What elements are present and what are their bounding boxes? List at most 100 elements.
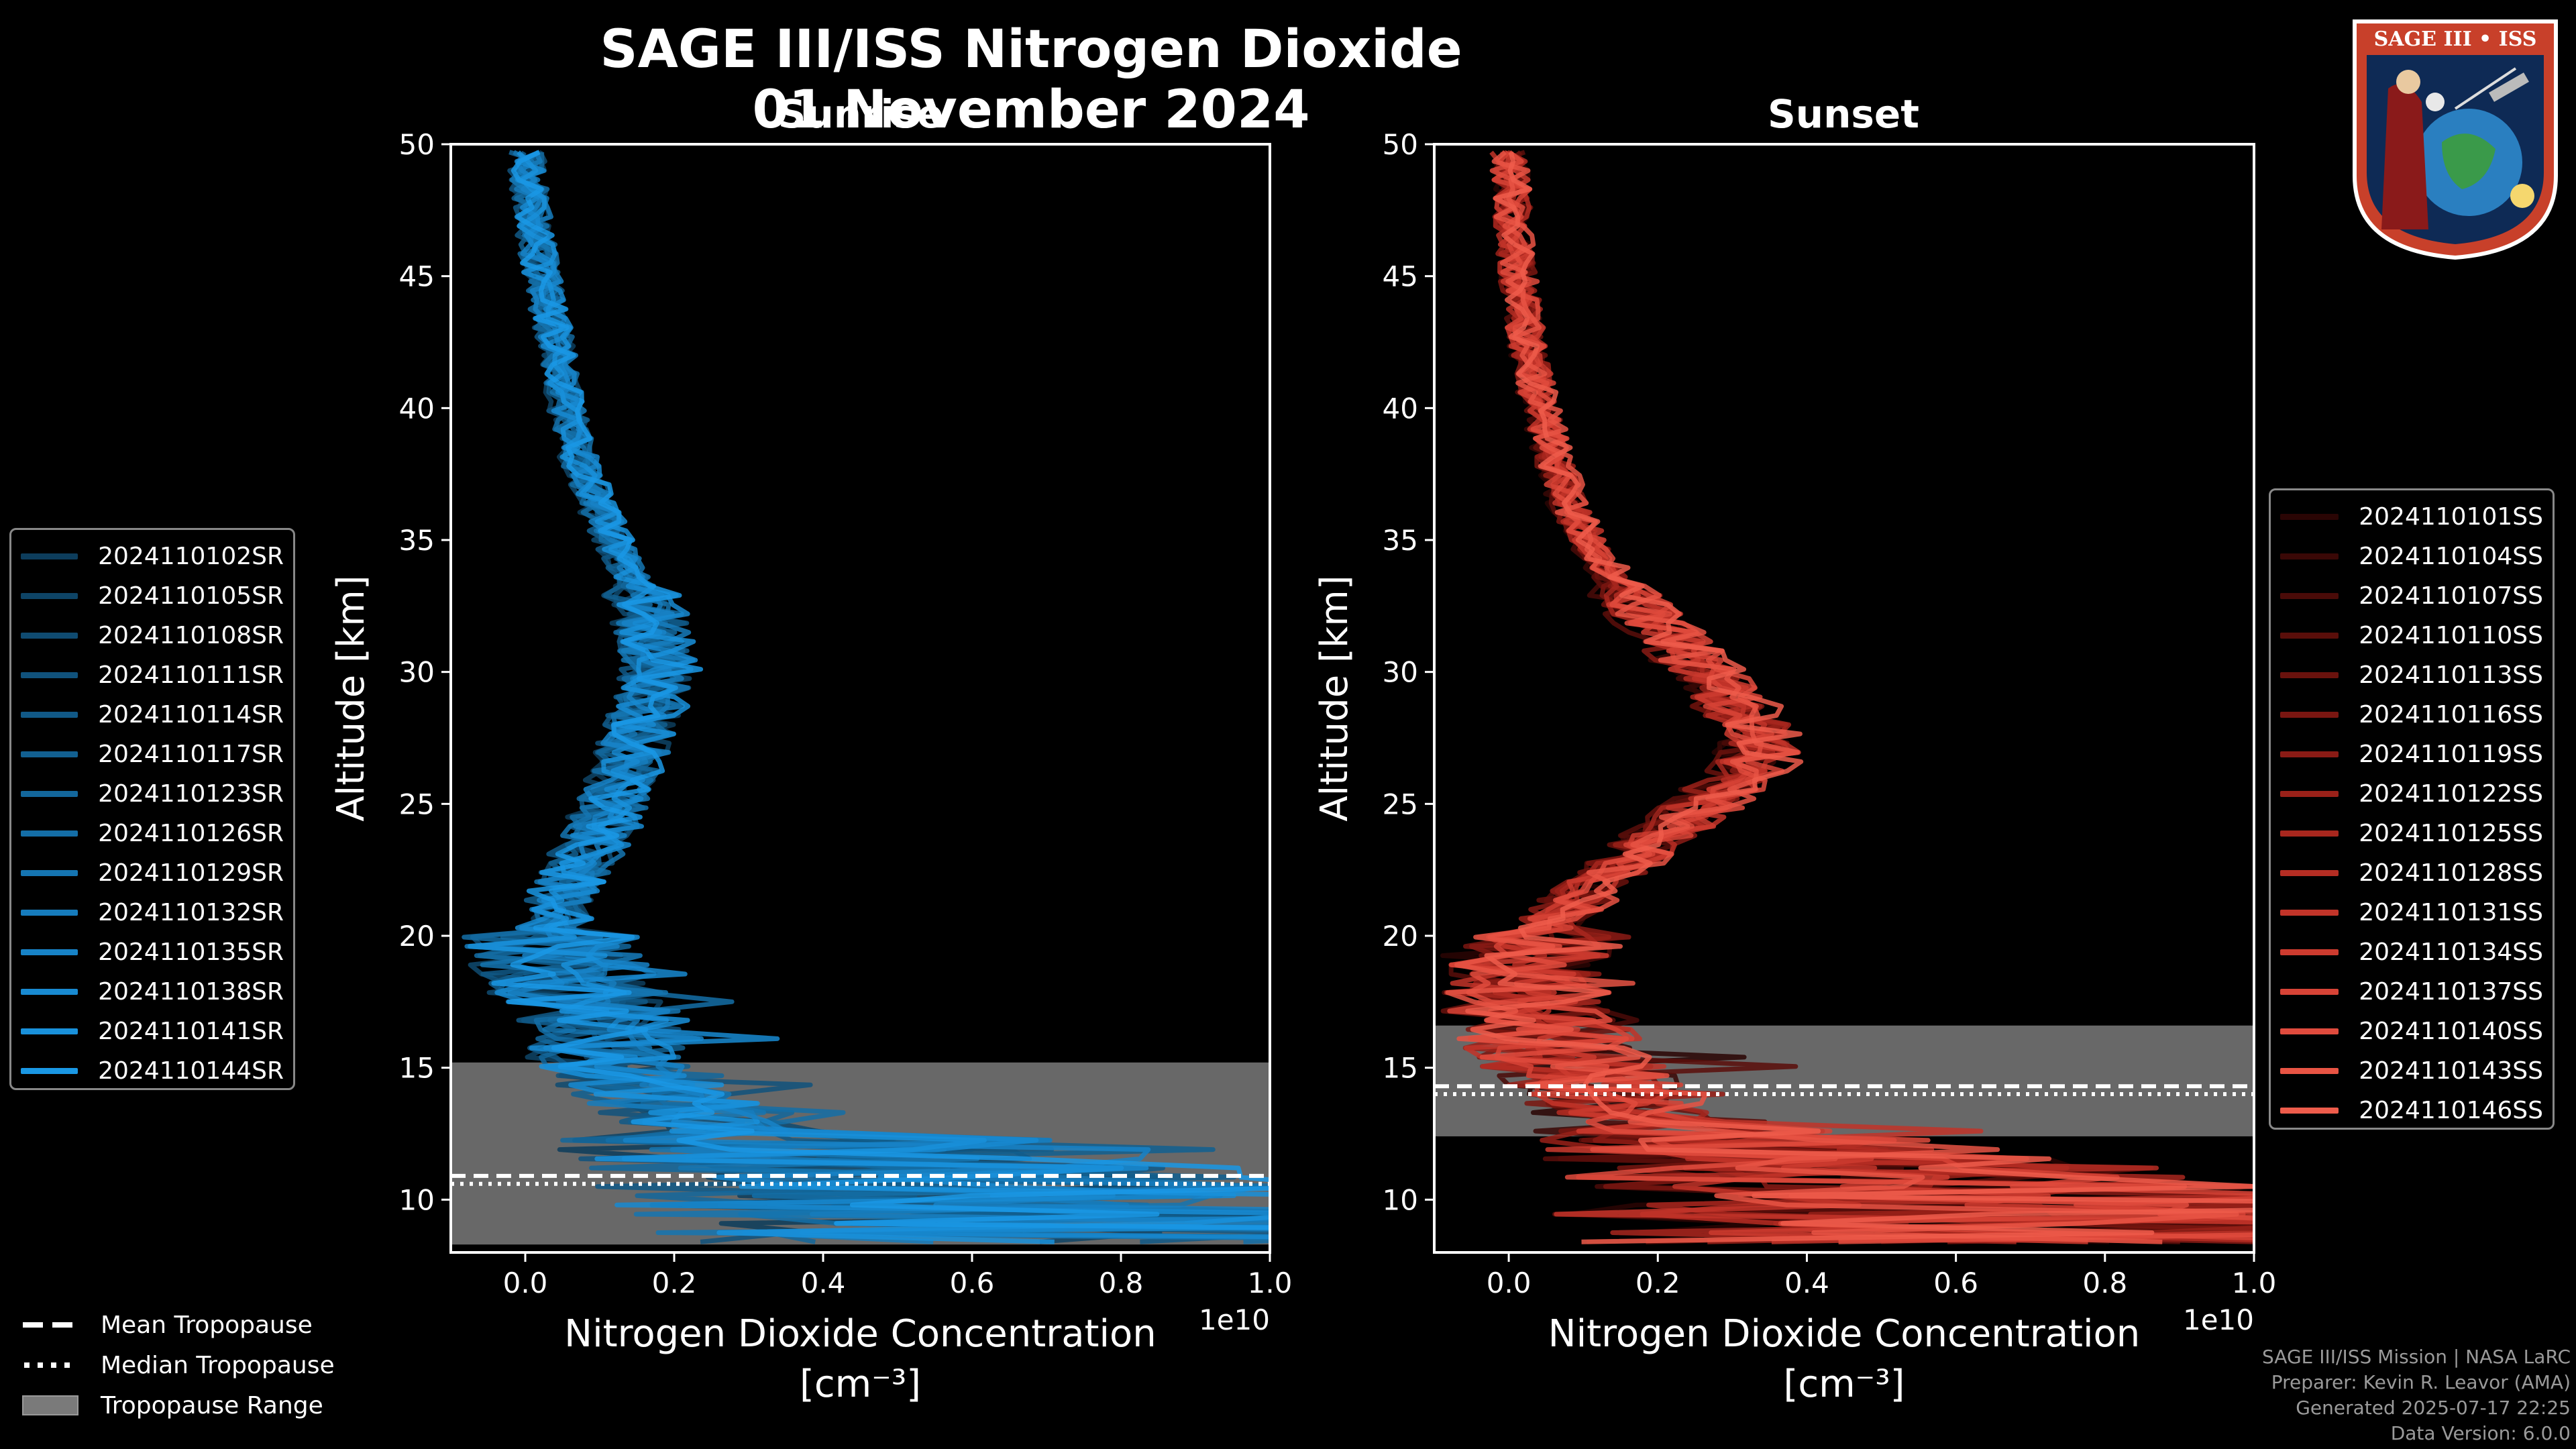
legend-label: 2024110114SR [98,701,284,729]
y-tick-label: 30 [399,656,435,689]
dashed-line-icon [23,1322,78,1328]
legend-entry-2024110116SS: 2024110116SS [2280,695,2543,735]
x-tick-label: 0.0 [503,1267,548,1299]
legend-label: 2024110128SS [2359,859,2543,887]
footer-preparer: Preparer: Kevin R. Leavor (AMA) [2271,1371,2571,1393]
legend-entry-2024110111SR: 2024110111SR [21,655,284,695]
legend-swatch [2280,633,2339,639]
figure-title: SAGE III/ISS Nitrogen Dioxide [600,19,1462,80]
panel-title: Sunset [1768,91,1919,137]
legend-entry-2024110131SS: 2024110131SS [2280,893,2543,932]
legend-entry-2024110102SR: 2024110102SR [21,537,284,576]
legend-swatch [21,949,78,955]
y-tick-label: 20 [1383,920,1418,953]
key-median-tropopause: Median Tropopause [20,1345,335,1385]
legend-label: 2024110138SR [98,978,284,1006]
legend-label: 2024110113SS [2359,661,2543,689]
legend-label: 2024110111SR [98,661,284,689]
key-label: Mean Tropopause [101,1311,313,1339]
y-tick-label: 45 [1383,260,1418,293]
x-axis-unit: [cm⁻³] [1783,1362,1904,1406]
profile-lines [462,150,1270,1244]
series-line-2024110123SR [500,152,1270,1244]
legend-entry-2024110114SR: 2024110114SR [21,695,284,735]
x-axis-label: Nitrogen Dioxide Concentration [564,1312,1157,1356]
x-tick-label: 1.0 [1248,1267,1293,1299]
legend-entry-2024110137SS: 2024110137SS [2280,972,2543,1012]
legend-label: 2024110146SS [2359,1097,2543,1124]
legend-swatch [2280,553,2339,559]
legend-entry-2024110108SR: 2024110108SR [21,616,284,655]
legend-entry-2024110140SS: 2024110140SS [2280,1012,2543,1051]
legend-swatch [2280,1068,2339,1074]
legend-entry-2024110113SS: 2024110113SS [2280,655,2543,695]
legend-label: 2024110104SS [2359,543,2543,570]
legend-swatch [21,672,78,678]
x-scale-offset-label: 1e10 [1199,1303,1270,1336]
x-scale-offset-label: 1e10 [2183,1303,2254,1336]
key-label: Median Tropopause [101,1351,335,1379]
y-tick-label: 35 [399,524,435,557]
x-tick-label: 0.4 [1784,1267,1829,1299]
y-axis-label: Altitude [km] [1313,575,1356,821]
sunrise-panel: 10 15 20 25 30 35 40 45 50 0.0 0.2 0.4 0.6 0.8 1.0 Sunr… [329,91,1293,1406]
legend-entry-2024110129SR: 2024110129SR [21,853,284,893]
legend-label: 2024110141SR [98,1018,284,1045]
footer: SAGE III/ISS Mission | NASA LaRC Prepare… [2262,1344,2571,1446]
legend-label: 2024110110SS [2359,622,2543,649]
legend-swatch [2280,910,2339,916]
legend-swatch [2280,1108,2339,1114]
y-tick-label: 15 [399,1052,435,1085]
legend-label: 2024110134SS [2359,938,2543,966]
legend-entry-2024110123SR: 2024110123SR [21,774,284,814]
series-line-2024110146SS [1465,151,2254,1244]
legend-label: 2024110144SR [98,1057,284,1085]
y-tick-label: 40 [399,392,435,425]
legend-entry-2024110132SR: 2024110132SR [21,893,284,932]
legend-label: 2024110116SS [2359,701,2543,729]
x-tick-label: 0.4 [801,1267,846,1299]
legend-swatch [21,830,78,837]
legend-label: 2024110119SS [2359,741,2543,768]
legend-swatch [21,553,78,559]
legend-label: 2024110105SR [98,582,284,610]
series-line-2024110143SS [1445,150,2239,1244]
legend-entry-2024110101SS: 2024110101SS [2280,497,2543,537]
sage-iii-iss-mission-logo: SAGE III • ISS [2353,19,2558,260]
y-tick-label: 25 [399,788,435,820]
legend-label: 2024110101SS [2359,503,2543,531]
legend-label: 2024110140SS [2359,1018,2543,1045]
legend-entry-2024110122SS: 2024110122SS [2280,774,2543,814]
footer-data-version: Data Version: 6.0.0 [2390,1422,2571,1444]
legend-swatch [21,791,78,797]
legend-label: 2024110125SS [2359,820,2543,847]
legend-label: 2024110126SR [98,820,284,847]
y-tick-label: 30 [1383,656,1418,689]
key-mean-tropopause: Mean Tropopause [20,1305,335,1345]
legend-swatch [21,870,78,876]
y-tick-label: 45 [399,260,435,293]
legend-entry-2024110126SR: 2024110126SR [21,814,284,853]
x-tick-label: 0.6 [1933,1267,1978,1299]
legend-entry-2024110125SS: 2024110125SS [2280,814,2543,853]
legend-entry-2024110144SR: 2024110144SR [21,1051,284,1091]
figure-date: 01 November 2024 [752,80,1309,140]
legend-swatch [2280,712,2339,718]
legend-swatch [2280,791,2339,797]
x-tick-label: 0.8 [1099,1267,1144,1299]
legend-entry-2024110143SS: 2024110143SS [2280,1051,2543,1091]
y-tick-label: 25 [1383,788,1418,820]
legend-label: 2024110143SS [2359,1057,2543,1085]
legend-entry-2024110107SS: 2024110107SS [2280,576,2543,616]
legend-label: 2024110129SR [98,859,284,887]
legend-label: 2024110117SR [98,741,284,768]
y-tick-label: 40 [1383,392,1418,425]
legend-swatch [21,751,78,757]
logo-title: SAGE III • ISS [2374,28,2537,51]
legend-label: 2024110102SR [98,543,284,570]
x-tick-label: 1.0 [2232,1267,2277,1299]
series-line-2024110141SR [468,150,1270,1244]
tropopause-key-legend: Mean Tropopause Median Tropopause Tropop… [20,1305,335,1426]
axes-frame [1433,143,2255,1254]
